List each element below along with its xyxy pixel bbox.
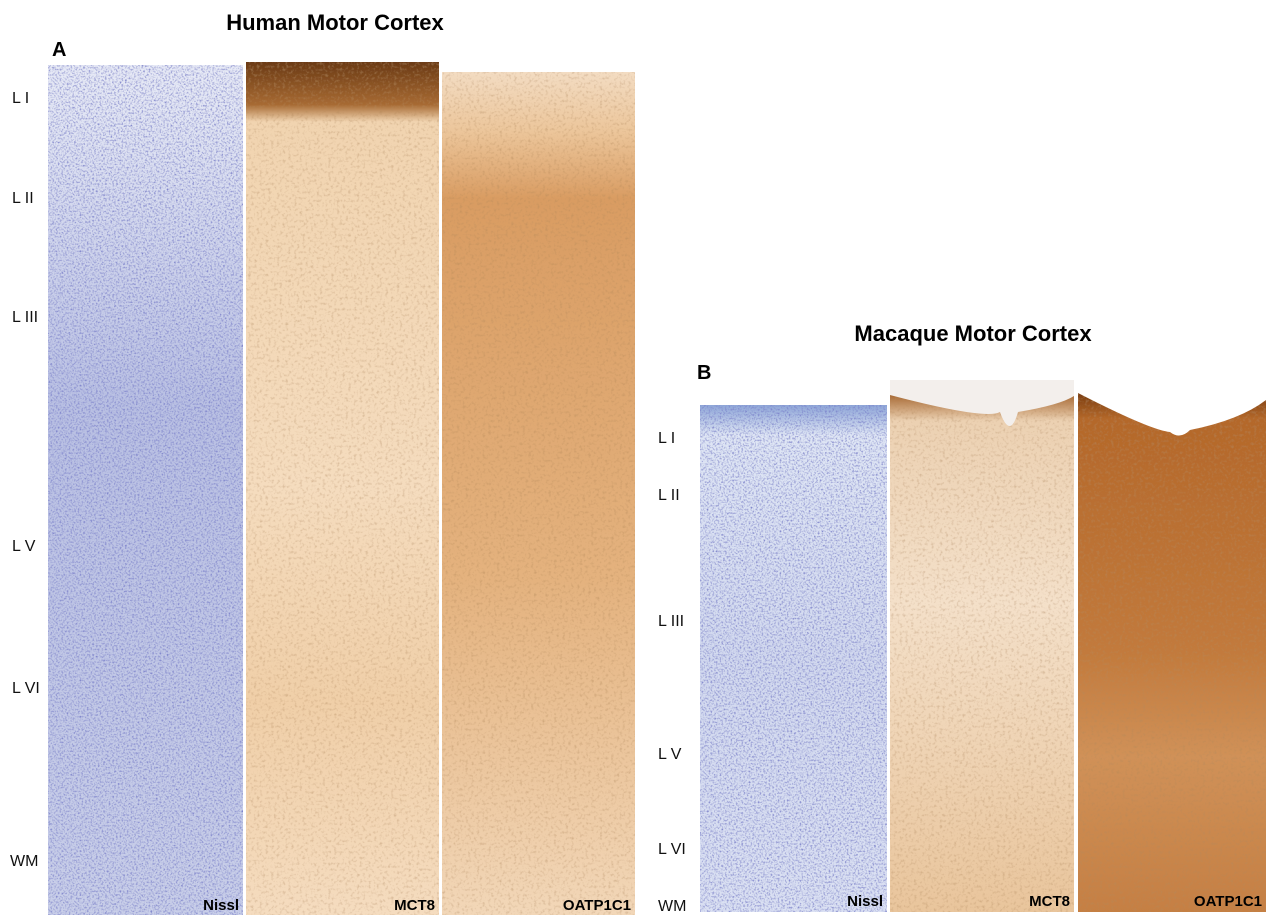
stain-label: Nissl	[847, 893, 883, 910]
layer-label: L II	[12, 190, 34, 207]
layer-label: WM	[10, 853, 38, 870]
panel-title: Human Motor Cortex	[226, 10, 444, 35]
nissl-image	[48, 65, 243, 915]
stain-label: OATP1C1	[1194, 893, 1262, 910]
stain-label: OATP1C1	[563, 897, 631, 914]
layer-label: L III	[658, 613, 684, 630]
stain-label: Nissl	[203, 897, 239, 914]
nissl-image	[700, 405, 887, 912]
mct8-image	[246, 62, 439, 915]
oatp1c1-image	[442, 72, 635, 915]
panel-title: Macaque Motor Cortex	[854, 321, 1092, 346]
panel-letter: B	[697, 362, 711, 384]
layer-label: L I	[658, 430, 675, 447]
oatp1c1-image	[1078, 393, 1266, 912]
layer-label: L VI	[12, 680, 40, 697]
layer-label: L I	[12, 90, 29, 107]
stain-label: MCT8	[1029, 893, 1070, 910]
panel-letter: A	[52, 39, 66, 61]
layer-label: L II	[658, 487, 680, 504]
mct8-image	[890, 395, 1074, 912]
layer-label: L V	[12, 538, 36, 555]
layer-label: WM	[658, 898, 686, 915]
layer-label: L V	[658, 746, 682, 763]
stain-label: MCT8	[394, 897, 435, 914]
layer-label: L III	[12, 309, 38, 326]
layer-label: L VI	[658, 841, 686, 858]
